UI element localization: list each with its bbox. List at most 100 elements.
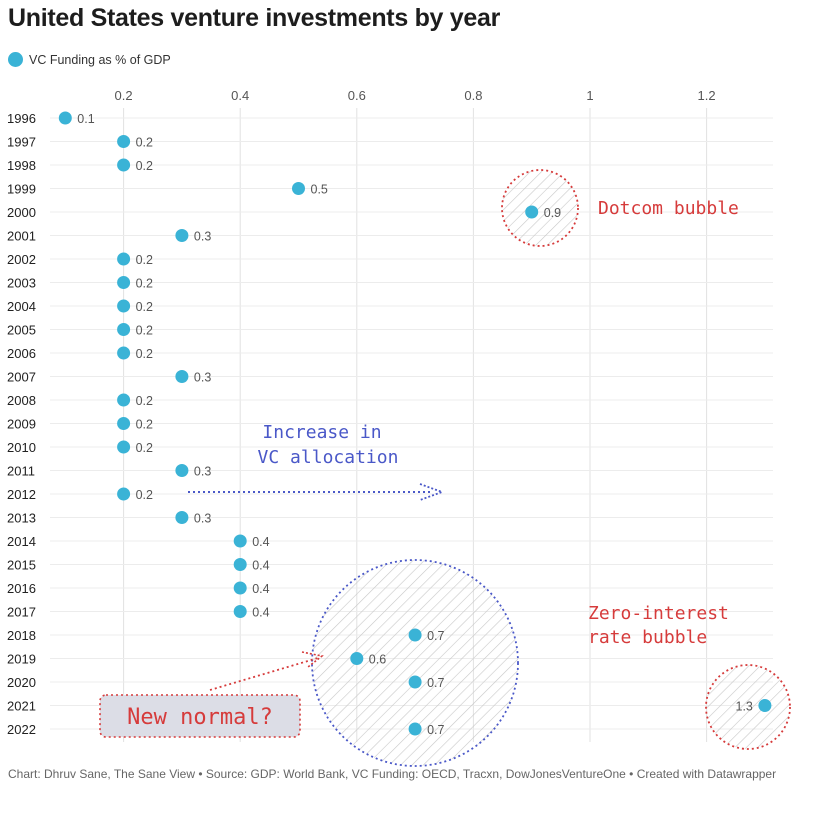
x-tick-label: 1 — [586, 88, 593, 103]
year-label: 2017 — [7, 605, 36, 620]
increase-label-line1: Increase in — [262, 422, 381, 443]
year-label: 2013 — [7, 511, 36, 526]
value-label: 0.3 — [194, 465, 211, 479]
data-point — [175, 229, 189, 242]
data-point — [117, 323, 131, 336]
value-label: 1.3 — [736, 700, 753, 714]
data-point — [117, 487, 131, 501]
value-label: 0.2 — [136, 136, 153, 150]
increase-label-line2: VC allocation — [258, 447, 399, 468]
year-label: 2015 — [7, 558, 36, 573]
data-point — [117, 299, 131, 313]
year-label: 1996 — [7, 111, 36, 126]
value-label: 0.7 — [427, 723, 444, 737]
data-point — [408, 722, 422, 736]
value-label: 0.3 — [194, 512, 211, 526]
data-point — [233, 558, 247, 571]
data-point — [117, 158, 131, 172]
year-label: 2002 — [7, 252, 36, 267]
year-label: 2012 — [7, 487, 36, 502]
value-label: 0.2 — [136, 300, 153, 314]
data-point — [117, 252, 131, 266]
new-normal-pointer-head — [301, 651, 324, 668]
data-point — [117, 276, 131, 289]
data-point — [117, 135, 131, 148]
year-label: 1997 — [7, 135, 36, 150]
zero-interest-bubble-circle — [705, 664, 791, 750]
year-label: 1999 — [7, 182, 36, 197]
value-label: 0.7 — [427, 676, 444, 690]
value-label: 0.2 — [136, 324, 153, 338]
year-label: 2011 — [7, 464, 35, 479]
data-point — [350, 652, 364, 665]
new-normal-box — [99, 694, 301, 738]
year-label: 2005 — [7, 323, 36, 338]
year-label: 1998 — [7, 158, 36, 173]
data-point — [117, 346, 131, 360]
value-label: 0.2 — [136, 277, 153, 291]
dotcom-bubble-circle — [501, 169, 579, 247]
value-label: 0.4 — [252, 535, 269, 549]
legend-swatch — [8, 52, 23, 67]
data-point — [233, 581, 247, 595]
year-label: 2001 — [7, 229, 36, 244]
legend-label: VC Funding as % of GDP — [29, 52, 171, 67]
data-point — [758, 699, 772, 712]
value-label: 0.3 — [194, 230, 211, 244]
year-label: 2020 — [7, 675, 36, 690]
data-point — [175, 464, 189, 477]
value-label: 0.3 — [194, 371, 211, 385]
data-point — [175, 370, 189, 383]
data-point — [292, 182, 305, 195]
data-point — [408, 675, 422, 689]
data-point — [175, 511, 189, 524]
year-label: 2019 — [7, 652, 36, 667]
value-label: 0.2 — [136, 159, 153, 173]
year-label: 2018 — [7, 628, 36, 643]
data-point — [233, 605, 247, 618]
year-label: 2022 — [7, 722, 36, 737]
value-label: 0.1 — [77, 112, 94, 126]
value-label: 0.4 — [252, 606, 269, 620]
value-label: 0.4 — [252, 559, 269, 573]
year-label: 2009 — [7, 417, 36, 432]
new-normal-pointer-line — [209, 657, 319, 691]
data-point — [117, 440, 131, 454]
year-label: 2010 — [7, 440, 36, 455]
year-label: 2014 — [7, 534, 36, 549]
value-label: 0.9 — [544, 206, 561, 220]
value-label: 0.7 — [427, 629, 444, 643]
year-label: 2006 — [7, 346, 36, 361]
value-label: 0.2 — [136, 394, 153, 408]
x-tick-label: 1.2 — [698, 88, 716, 103]
legend: VC Funding as % of GDP — [8, 52, 171, 67]
data-point — [233, 534, 247, 548]
zero-interest-label-line2: rate bubble — [588, 627, 707, 648]
year-label: 2003 — [7, 276, 36, 291]
new-normal-label: New normal? — [127, 705, 273, 730]
x-tick-label: 0.6 — [348, 88, 366, 103]
chart-footer: Chart: Dhruv Sane, The Sane View • Sourc… — [8, 767, 777, 781]
value-label: 0.5 — [311, 183, 328, 197]
x-tick-label: 0.4 — [231, 88, 249, 103]
value-label: 0.2 — [136, 441, 153, 455]
value-label: 0.6 — [369, 653, 386, 667]
value-label: 0.4 — [252, 582, 269, 596]
value-label: 0.2 — [136, 253, 153, 267]
chart-title: United States venture investments by yea… — [8, 4, 501, 32]
zero-interest-label-line1: Zero-interest — [588, 603, 729, 624]
year-label: 2008 — [7, 393, 36, 408]
year-label: 2004 — [7, 299, 36, 314]
year-label: 2000 — [7, 205, 36, 220]
data-point — [408, 628, 422, 642]
data-point — [117, 393, 131, 407]
value-label: 0.2 — [136, 488, 153, 502]
value-label: 0.2 — [136, 347, 153, 361]
year-label: 2016 — [7, 581, 36, 596]
value-label: 0.2 — [136, 418, 153, 432]
new-normal-circle — [311, 559, 519, 767]
data-point — [117, 417, 131, 430]
data-point — [58, 111, 72, 125]
x-tick-label: 0.2 — [115, 88, 133, 103]
